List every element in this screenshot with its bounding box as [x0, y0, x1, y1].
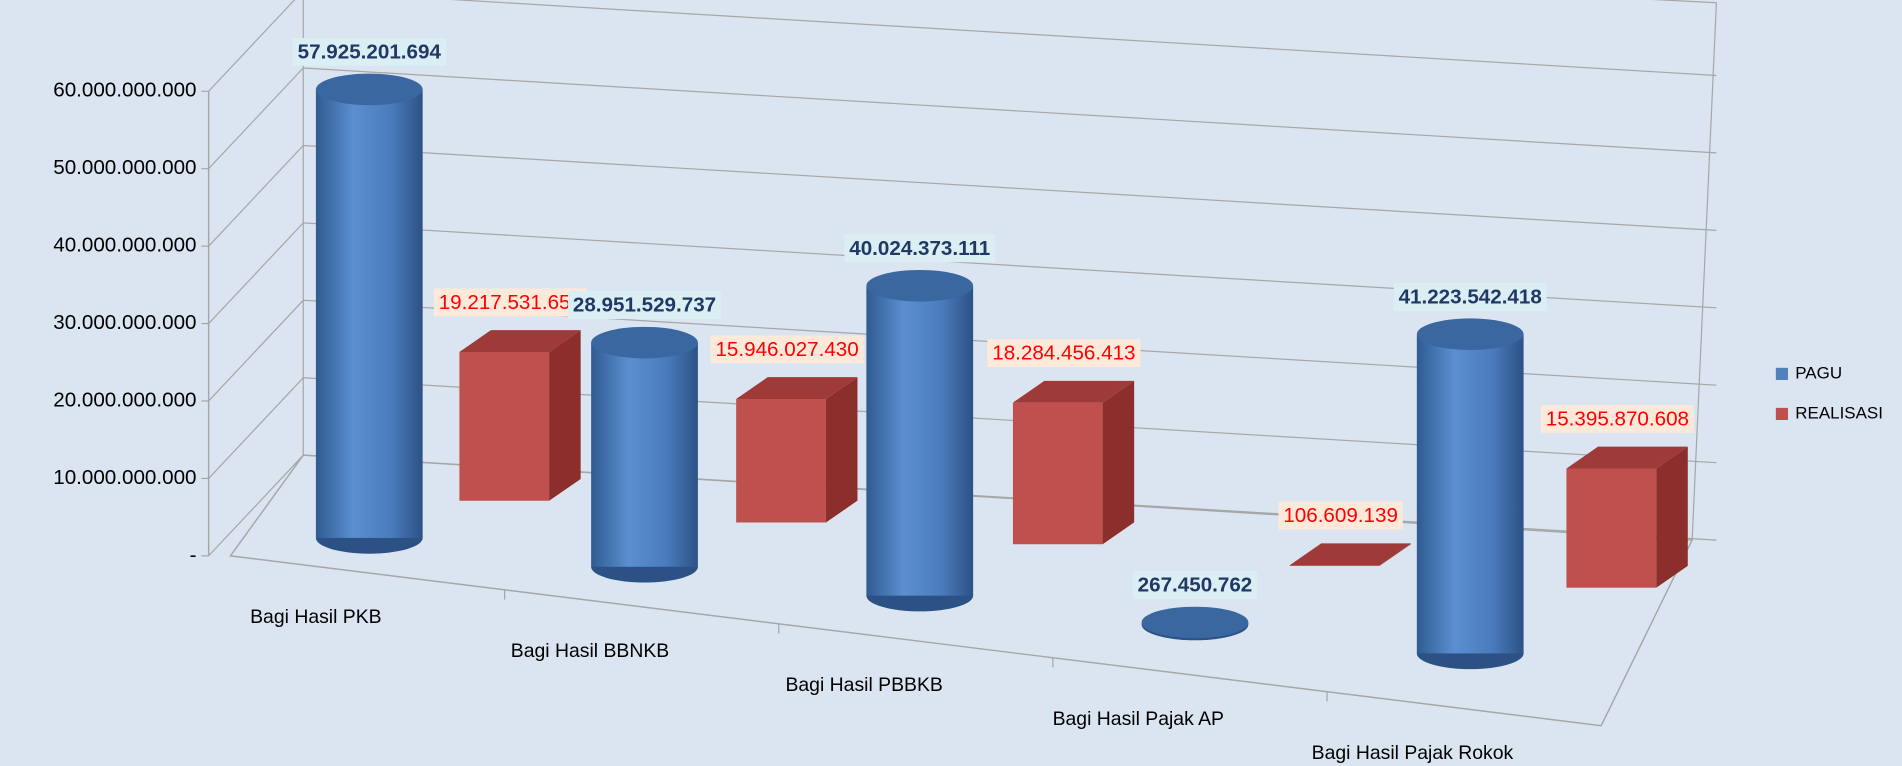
- cylinder-top: [1416, 318, 1524, 350]
- y-tick-label: 60.000.000.000: [53, 79, 196, 102]
- x-tick-label: Bagi Hasil Pajak Rokok: [1312, 742, 1514, 764]
- data-label-bg: [987, 339, 1141, 368]
- y-tick-label: 40.000.000.000: [53, 234, 196, 257]
- box-bar: [459, 330, 581, 501]
- grid-line: [208, 144, 1717, 247]
- data-label-bg: [844, 234, 996, 263]
- cylinder-bar: [1416, 318, 1524, 670]
- box-front: [459, 351, 550, 501]
- box-top: [1012, 380, 1135, 403]
- data-label: 40.024.373.111: [849, 237, 990, 260]
- data-label: 15.946.027.430: [715, 338, 858, 361]
- x-tick-label: Bagi Hasil PBBKB: [785, 674, 942, 696]
- box-bar: [1566, 446, 1688, 588]
- box-front: [1289, 565, 1380, 566]
- cylinder-top: [315, 73, 423, 106]
- right-wall-edge: [1691, 2, 1718, 541]
- data-label-bg: [1540, 404, 1694, 433]
- box-front: [1566, 468, 1657, 588]
- cylinder-top: [866, 269, 974, 302]
- y-tick-label: 30.000.000.000: [53, 311, 196, 334]
- grid-line: [208, 0, 1717, 92]
- box-side: [1656, 446, 1688, 588]
- box-side: [825, 377, 858, 523]
- data-label-bg: [433, 288, 587, 317]
- box-side: [549, 330, 581, 501]
- box-top: [736, 377, 858, 400]
- cylinder-body: [315, 89, 423, 538]
- cylinder-top: [1141, 606, 1249, 639]
- legend-swatch: [1775, 367, 1788, 380]
- cylinder-body: [866, 285, 974, 596]
- data-label-bg: [1278, 501, 1403, 530]
- data-label: 18.284.456.413: [992, 342, 1135, 365]
- grid-line: [208, 222, 1717, 324]
- y-tick-label: 50.000.000.000: [53, 156, 196, 179]
- data-label: 106.609.139: [1283, 504, 1398, 527]
- data-label: 19.217.531.659: [439, 291, 582, 314]
- legend-label: PAGU: [1795, 363, 1842, 382]
- cylinder-top: [591, 326, 698, 359]
- box-top: [1566, 446, 1688, 469]
- box-bar: [1012, 380, 1135, 545]
- grid-line: [208, 67, 1717, 170]
- data-label: 28.951.529.737: [573, 294, 716, 317]
- data-label: 267.450.762: [1138, 574, 1253, 597]
- grid-line: [208, 299, 1717, 402]
- cylinder-body: [591, 342, 698, 567]
- box-bar: [1289, 543, 1411, 566]
- cylinder-bar: [1141, 606, 1249, 641]
- box-front: [1012, 402, 1103, 545]
- grid-line: [208, 454, 1717, 557]
- box-side: [1102, 380, 1135, 545]
- grid-line: [208, 377, 1717, 479]
- y-tick-label: 10.000.000.000: [53, 466, 196, 489]
- cylinder-body: [1416, 334, 1524, 654]
- data-label: 41.223.542.418: [1399, 285, 1542, 308]
- data-label-bg: [1132, 571, 1258, 599]
- x-tick-label: Bagi Hasil BBNKB: [511, 640, 669, 662]
- box-top: [1289, 543, 1411, 566]
- data-label-bg: [710, 335, 864, 364]
- box-side: [1379, 543, 1411, 566]
- cylinder-bar: [866, 269, 974, 612]
- data-label: 57.925.201.694: [298, 40, 442, 63]
- data-label-bg: [292, 38, 447, 66]
- box-top: [459, 330, 581, 352]
- x-tick-label: Bagi Hasil Pajak AP: [1053, 708, 1224, 730]
- y-tick-label: -: [190, 543, 197, 566]
- data-label: 15.395.870.608: [1546, 407, 1689, 430]
- box-front: [736, 399, 826, 523]
- legend-swatch: [1775, 407, 1788, 420]
- cylinder-bar: [591, 326, 698, 583]
- y-tick-label: 20.000.000.000: [53, 388, 196, 411]
- x-tick-label: Bagi Hasil PKB: [250, 606, 381, 628]
- box-bar: [736, 377, 858, 523]
- data-label-bg: [1393, 282, 1547, 311]
- cylinder-bar: [315, 73, 423, 554]
- legend-label: REALISASI: [1795, 403, 1883, 422]
- data-label-bg: [568, 291, 721, 320]
